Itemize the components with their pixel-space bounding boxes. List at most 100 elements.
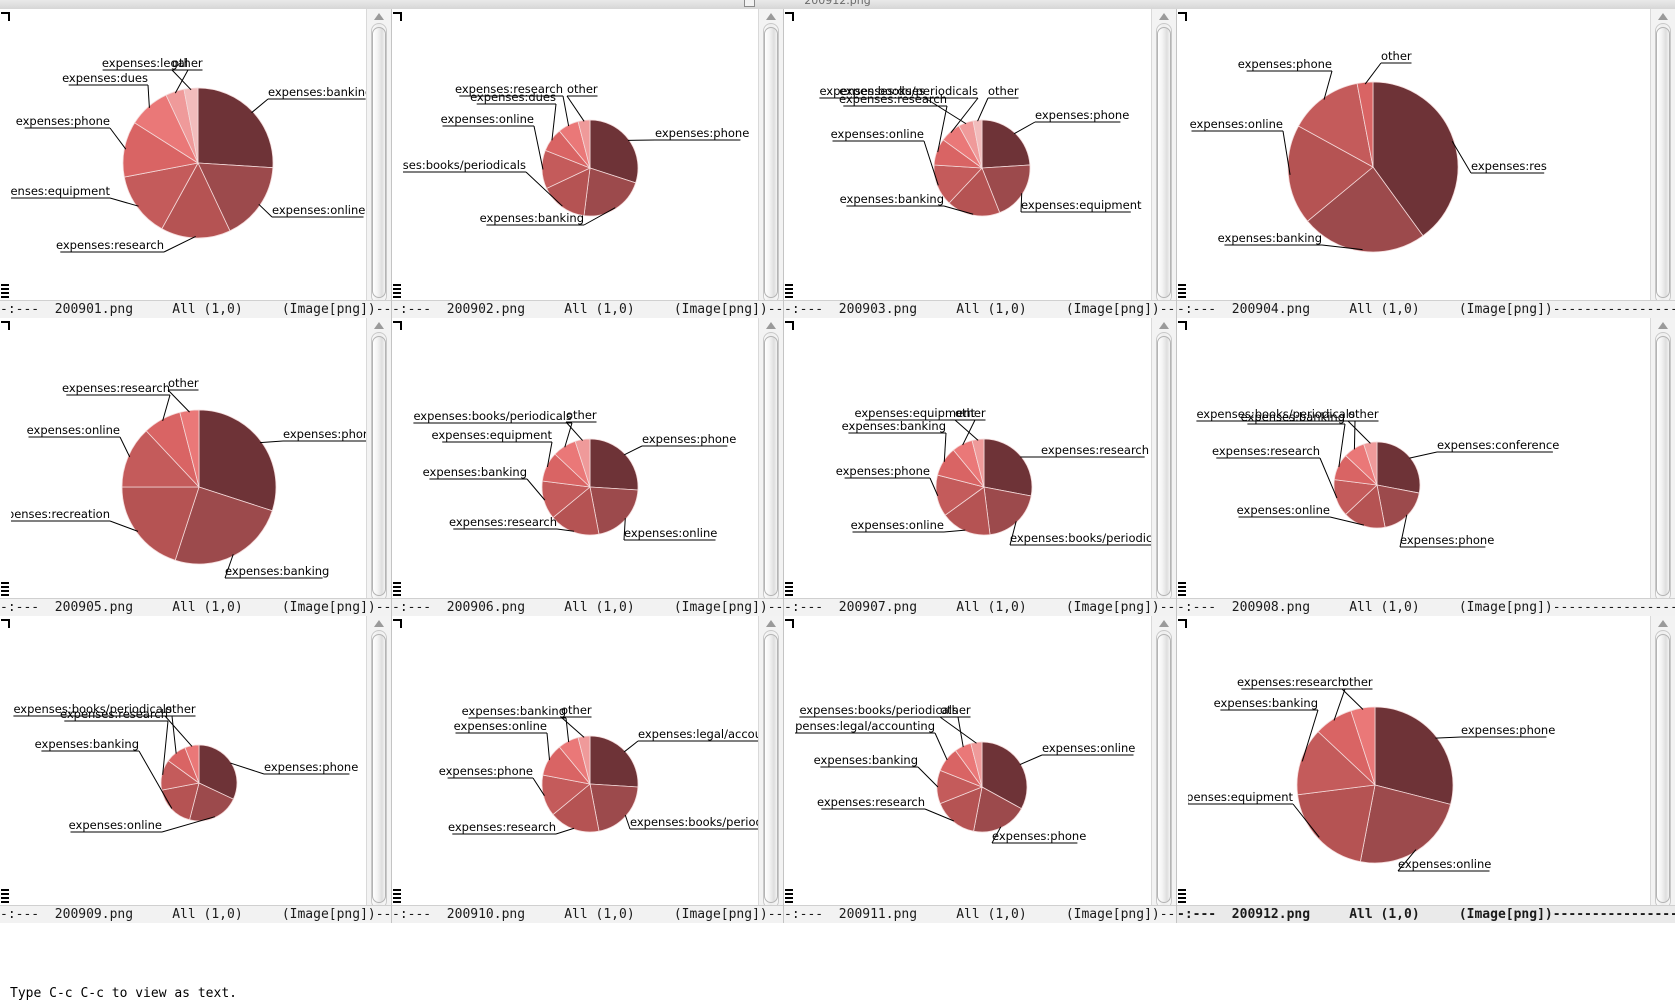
scroll-up-arrow-icon[interactable] (1658, 322, 1668, 329)
pie-slice-label: other (566, 408, 597, 422)
vertical-scrollbar[interactable] (1151, 9, 1176, 318)
mode-line[interactable]: -:--- 200903.png All (1,0) (Image[png])-… (784, 300, 1176, 318)
mode-line-prefix: -:--- (1177, 907, 1232, 922)
fringe-corner-marker (1, 619, 10, 628)
image-canvas[interactable]: expenses:phone expenses:equipment expenses… (795, 9, 1152, 318)
scrollbar-thumb[interactable] (372, 27, 386, 298)
label-leader-line (560, 716, 585, 738)
mode-line-filler: ----------------- (1159, 302, 1176, 317)
scrollbar-thumb[interactable] (372, 336, 386, 596)
scroll-up-arrow-icon[interactable] (766, 322, 776, 329)
image-canvas[interactable]: expenses:phone expenses:online expenses:ba… (11, 616, 367, 923)
vertical-scrollbar[interactable] (758, 9, 783, 318)
image-canvas[interactable]: expenses:conference expenses:phone expense… (1188, 318, 1651, 616)
scrollbar-thumb[interactable] (764, 634, 778, 903)
vertical-scrollbar[interactable] (366, 616, 391, 923)
emacs-window[interactable]: expenses:phone expenses:equipment expenses… (784, 9, 1176, 318)
scrollbar-thumb[interactable] (1157, 27, 1171, 298)
window-divider (1176, 616, 1177, 923)
scroll-up-arrow-icon[interactable] (766, 13, 776, 20)
pie-chart: expenses:onlineexpenses:phoneexpenses:re… (795, 703, 1135, 844)
vertical-scrollbar[interactable] (1151, 318, 1176, 616)
mode-line[interactable]: -:--- 200905.png All (1,0) (Image[png])-… (0, 598, 391, 616)
scrollbar-thumb[interactable] (764, 336, 778, 596)
emacs-window[interactable]: expenses:researchexpenses:bankingexpense… (1177, 9, 1675, 318)
scroll-up-arrow-icon[interactable] (1658, 620, 1668, 627)
scrollbar-thumb[interactable] (1157, 634, 1171, 903)
emacs-window[interactable]: expenses:phoneexpenses:bankingexpenses:r… (0, 318, 391, 616)
image-canvas[interactable]: expenses:online expenses:phone expenses:re… (795, 616, 1152, 923)
image-canvas[interactable]: expenses:banking expenses:online expenses:… (11, 9, 367, 318)
vertical-scrollbar[interactable] (1151, 616, 1176, 923)
pie-slice-label: other (1348, 407, 1379, 421)
mode-line[interactable]: -:--- 200912.png All (1,0) (Image[png])-… (1177, 905, 1675, 923)
minibuffer[interactable]: Type C-c C-c to view as text. (0, 984, 1675, 1004)
mode-line[interactable]: -:--- 200908.png All (1,0) (Image[png])-… (1177, 598, 1675, 616)
pie-chart: expenses:conferenceexpenses:phoneexpense… (1196, 407, 1559, 548)
mode-line[interactable]: -:--- 200907.png All (1,0) (Image[png])-… (784, 598, 1176, 616)
scroll-up-arrow-icon[interactable] (374, 13, 384, 20)
emacs-window[interactable]: expenses:banking expenses:online expenses:… (0, 9, 391, 318)
scroll-up-arrow-icon[interactable] (1159, 322, 1169, 329)
mode-line[interactable]: -:--- 200909.png All (1,0) (Image[png])-… (0, 905, 391, 923)
mode-line-buffer-name: 200909.png (54, 907, 134, 922)
vertical-scrollbar[interactable] (1650, 616, 1675, 923)
scroll-up-arrow-icon[interactable] (374, 322, 384, 329)
image-canvas[interactable]: expenses:phoneexpenses:onlineexpenses:eq… (1188, 616, 1651, 923)
scrollbar-thumb[interactable] (1157, 336, 1171, 596)
emacs-window[interactable]: expenses:phoneexpenses:onlineexpenses:eq… (1177, 616, 1675, 923)
emacs-window[interactable]: expenses:phone expenses:online expenses:ba… (0, 616, 391, 923)
pie-slice-label: expenses:banking (423, 465, 527, 479)
mode-line-spacer1 (525, 600, 564, 615)
emacs-window[interactable]: expenses:phoneexpenses:bankingenses:book… (392, 9, 783, 318)
emacs-window[interactable]: expenses:online expenses:phone expenses:re… (784, 616, 1176, 923)
mode-line[interactable]: -:--- 200901.png All (1,0) (Image[png])-… (0, 300, 391, 318)
scroll-up-arrow-icon[interactable] (374, 620, 384, 627)
vertical-scrollbar[interactable] (1650, 318, 1675, 616)
image-canvas[interactable]: expenses:research expenses:books/periodic… (795, 318, 1152, 616)
mode-line[interactable]: -:--- 200902.png All (1,0) (Image[png])-… (392, 300, 783, 318)
vertical-scrollbar[interactable] (758, 318, 783, 616)
pie-slice-label: expenses:research (60, 707, 168, 721)
pie-slice-label: expenses:phone (1238, 57, 1332, 71)
emacs-window[interactable]: expenses:legal/accoun expenses:books/peri… (392, 616, 783, 923)
emacs-window[interactable]: expenses:phone expenses:online expenses:re… (392, 318, 783, 616)
scroll-up-arrow-icon[interactable] (1159, 620, 1169, 627)
image-canvas[interactable]: expenses:researchexpenses:bankingexpense… (1188, 9, 1651, 318)
left-fringe (0, 318, 11, 616)
pie-slice: other (183, 87, 199, 164)
vertical-scrollbar[interactable] (758, 616, 783, 923)
scroll-up-arrow-icon[interactable] (1159, 13, 1169, 20)
image-canvas[interactable]: expenses:phoneexpenses:bankingexpenses:r… (11, 318, 367, 616)
emacs-frame: expenses:banking expenses:online expenses:… (0, 9, 1675, 1004)
pie-slice: expenses:banking (1296, 731, 1376, 796)
mode-line[interactable]: -:--- 200906.png All (1,0) (Image[png])-… (392, 598, 783, 616)
scrollbar-thumb[interactable] (764, 27, 778, 298)
label-leader-line (937, 105, 948, 153)
left-fringe (0, 616, 11, 923)
vertical-scrollbar[interactable] (366, 9, 391, 318)
mode-line[interactable]: -:--- 200904.png All (1,0) (Image[png])-… (1177, 300, 1675, 318)
emacs-window[interactable]: expenses:research expenses:books/periodic… (784, 318, 1176, 616)
label-leader-line (624, 814, 631, 830)
vertical-scrollbar[interactable] (366, 318, 391, 616)
fringe-corner-marker (1178, 321, 1187, 330)
scrollbar-thumb[interactable] (372, 634, 386, 903)
scroll-up-arrow-icon[interactable] (1658, 13, 1668, 20)
window-divider (391, 9, 392, 318)
scrollbar-thumb[interactable] (1656, 634, 1670, 903)
label-leader-line (138, 750, 173, 809)
vertical-scrollbar[interactable] (1650, 9, 1675, 318)
scrollbar-thumb[interactable] (1656, 336, 1670, 596)
image-canvas[interactable]: expenses:phone expenses:online expenses:re… (403, 318, 759, 616)
mode-line[interactable]: -:--- 200911.png All (1,0) (Image[png])-… (784, 905, 1176, 923)
mode-line-buffer-name: 200904.png (1231, 302, 1311, 317)
scrollbar-thumb[interactable] (1656, 27, 1670, 298)
image-canvas[interactable]: expenses:legal/accoun expenses:books/peri… (403, 616, 759, 923)
image-canvas[interactable]: expenses:phoneexpenses:bankingenses:book… (403, 9, 759, 318)
scroll-up-arrow-icon[interactable] (766, 620, 776, 627)
pie-slice-label: expenses:equipment (1021, 198, 1142, 212)
pie-slice: other (1350, 706, 1376, 786)
emacs-window[interactable]: expenses:conference expenses:phone expense… (1177, 318, 1675, 616)
mode-line[interactable]: -:--- 200910.png All (1,0) (Image[png])-… (392, 905, 783, 923)
